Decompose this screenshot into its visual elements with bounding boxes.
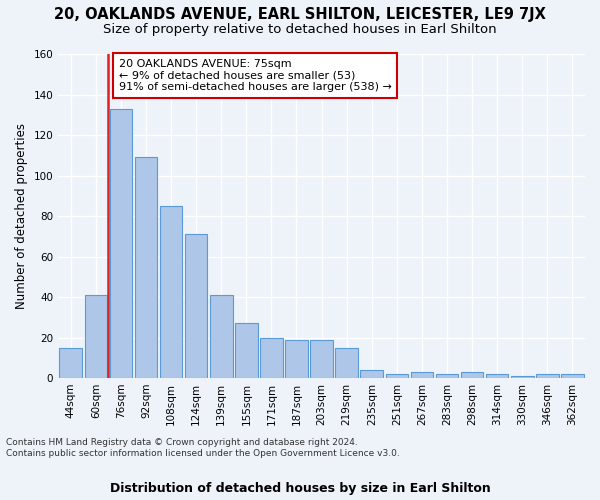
Y-axis label: Number of detached properties: Number of detached properties [15,123,28,309]
Text: 20 OAKLANDS AVENUE: 75sqm
← 9% of detached houses are smaller (53)
91% of semi-d: 20 OAKLANDS AVENUE: 75sqm ← 9% of detach… [119,59,392,92]
Text: Size of property relative to detached houses in Earl Shilton: Size of property relative to detached ho… [103,22,497,36]
Bar [410,372,433,378]
Bar [536,374,559,378]
Bar [386,374,408,378]
Bar [134,158,157,378]
Bar [260,338,283,378]
Bar [210,295,233,378]
Bar [160,206,182,378]
Bar [511,376,533,378]
Bar [285,340,308,378]
Bar [235,324,257,378]
Text: Contains HM Land Registry data © Crown copyright and database right 2024.
Contai: Contains HM Land Registry data © Crown c… [6,438,400,458]
Bar [361,370,383,378]
Bar [110,108,132,378]
Bar [59,348,82,378]
Bar [561,374,584,378]
Text: Distribution of detached houses by size in Earl Shilton: Distribution of detached houses by size … [110,482,490,495]
Bar [185,234,208,378]
Bar [335,348,358,378]
Bar [486,374,508,378]
Bar [310,340,333,378]
Text: 20, OAKLANDS AVENUE, EARL SHILTON, LEICESTER, LE9 7JX: 20, OAKLANDS AVENUE, EARL SHILTON, LEICE… [54,8,546,22]
Bar [436,374,458,378]
Bar [85,295,107,378]
Bar [461,372,484,378]
